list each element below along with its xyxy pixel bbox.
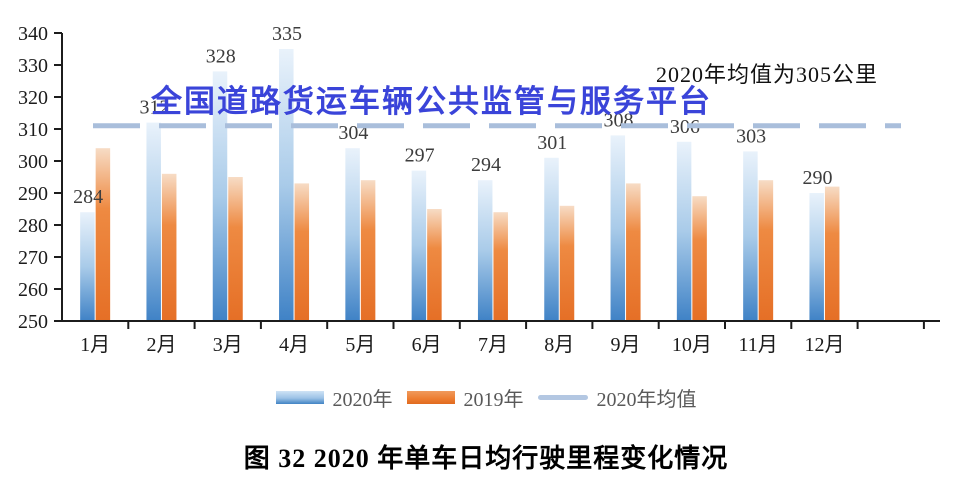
bar-2019-6月 [427,209,442,321]
legend-item-2020: 2020年 [275,383,393,412]
bar-2020-8月 [544,157,559,321]
bar-chart-svg: 1月2842月3123月3284月3355月3046月2977月2948月301… [18,23,940,356]
bar-2020-4月 [279,49,294,321]
x-tick-label: 6月 [412,334,442,356]
bar-2019-1月 [95,148,111,321]
bar-2020-7月 [477,180,493,321]
bar-2020-5月 [345,148,360,321]
bar-2020-6月 [411,170,427,321]
legend-item-mean: 2020年均值 [537,383,697,412]
legend-label-mean: 2020年均值 [596,389,697,411]
value-label-2020-6月: 297 [405,145,435,167]
x-tick-label: 5月 [345,334,375,356]
figure-caption: 图 32 2020 年单车日均行驶里程变化情况 [243,444,729,473]
y-tick-label: 310 [18,119,48,141]
x-tick-label: 8月 [544,334,574,356]
bar-2020-3月 [212,71,228,322]
bar-2019-9月 [626,183,641,321]
y-tick-label: 290 [18,183,48,205]
y-tick-label: 270 [18,247,48,269]
value-label-2020-4月: 335 [272,23,302,45]
legend-item-2019: 2019年 [406,383,524,412]
legend-label-2020: 2020年 [332,389,393,411]
y-tick-label: 250 [18,311,48,333]
bar-2019-5月 [360,180,376,321]
x-tick-label: 10月 [672,334,712,356]
bar-2019-2月 [161,173,177,321]
x-tick-label: 11月 [739,334,778,356]
bar-2019-3月 [228,177,243,321]
bar-2020-12月 [809,193,824,321]
legend: 2020年 2019年 2020年均值 [0,383,972,412]
x-tick-label: 3月 [213,334,243,356]
y-tick-label: 320 [18,87,48,109]
y-tick-label: 260 [18,279,48,301]
bar-2019-8月 [559,205,575,321]
legend-swatch-2019-bar [406,391,455,404]
mean-value-annotation: 2020年均值为305公里 [656,62,879,87]
legend-swatch-2020-bar [275,391,324,404]
y-tick-label: 330 [18,55,48,77]
legend-swatch-mean-line [537,395,588,400]
value-label-2020-10月: 306 [670,116,700,138]
value-label-2020-1月: 284 [73,186,103,208]
bar-2019-10月 [692,196,707,321]
bar-2020-11月 [743,151,758,321]
bar-2019-11月 [758,180,774,321]
y-tick-label: 280 [18,215,48,237]
legend-label-2019: 2019年 [463,389,524,411]
y-tick-label: 300 [18,151,48,173]
bar-2019-12月 [824,186,840,321]
x-tick-label: 2月 [146,334,176,356]
bar-2020-10月 [676,141,692,321]
bar-2020-1月 [80,212,95,321]
x-tick-label: 4月 [279,334,309,356]
value-label-2020-2月: 312 [139,97,169,119]
x-tick-label: 12月 [804,334,844,356]
bar-2020-9月 [610,135,626,321]
value-label-2020-8月: 301 [537,132,567,154]
bar-2020-2月 [146,122,161,321]
x-tick-label: 1月 [80,334,110,356]
value-label-2020-11月: 303 [736,125,766,147]
value-label-2020-3月: 328 [206,45,236,67]
value-label-2020-12月: 290 [802,167,832,189]
value-label-2020-7月: 294 [471,154,501,176]
x-tick-label: 7月 [478,334,508,356]
bar-2019-7月 [493,212,508,321]
bar-2019-4月 [294,183,310,321]
x-tick-label: 9月 [611,334,641,356]
y-tick-label: 340 [18,23,48,45]
